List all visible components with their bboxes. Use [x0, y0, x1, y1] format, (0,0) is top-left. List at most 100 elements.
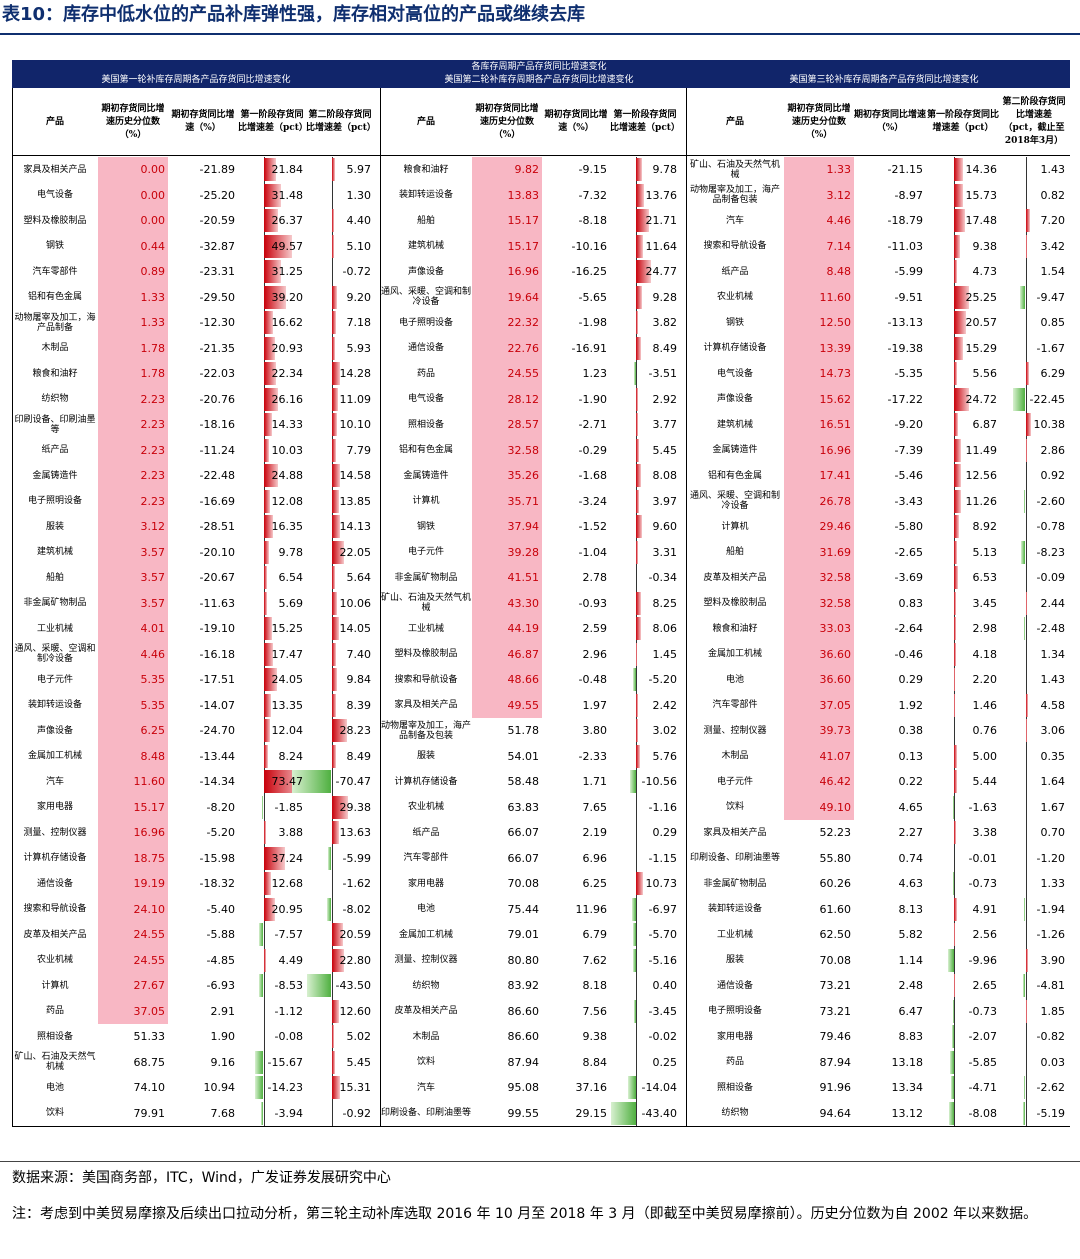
bar-axis [953, 1024, 955, 1050]
product-name: 皮革及相关产品 [703, 572, 767, 583]
percentile-fill [472, 437, 542, 463]
d2-value: -8.02 [342, 902, 371, 916]
product-name: 建筑机械 [36, 547, 73, 558]
table-row: 电气设备 14.73 -5.35 5.56 6.29 [686, 361, 1070, 387]
d1-bar [636, 744, 640, 768]
percentile-value: 91.96 [819, 1081, 852, 1094]
d2-value: 22.05 [339, 545, 372, 559]
percentile-fill [98, 692, 168, 718]
percentile-fill [98, 539, 168, 565]
percentile-value: 66.07 [507, 826, 540, 839]
percentile-value: 4.01 [140, 622, 166, 635]
d1-value: 9.38 [972, 239, 998, 253]
product-name: 通信设备 [716, 980, 753, 991]
yoy-value: -1.90 [578, 392, 607, 406]
yoy-value: 7.62 [582, 953, 608, 967]
percentile-value: 19.19 [133, 877, 166, 890]
d1-bar [262, 999, 264, 1023]
d1-value: 12.68 [271, 877, 304, 890]
percentile-value: 37.94 [507, 520, 540, 533]
table-row: 家具及相关产品 49.55 1.97 2.42 [380, 692, 698, 718]
percentile-fill [472, 310, 542, 336]
d2-bar [331, 209, 334, 232]
table-row: 测量、控制仪器 39.73 0.38 0.76 3.06 [686, 718, 1070, 744]
percentile-fill [472, 590, 542, 616]
product-name: 船舶 [45, 572, 64, 583]
bar-axis [1025, 922, 1027, 948]
yoy-value: -5.99 [894, 265, 923, 278]
percentile-fill [784, 310, 854, 336]
percentile-fill [472, 463, 542, 489]
yoy-value: -13.13 [887, 316, 923, 329]
yoy-value: 13.12 [891, 1106, 924, 1120]
table-row: 服装 54.01 -2.33 5.76 [380, 743, 698, 769]
percentile-fill [472, 233, 542, 259]
table-row: 铝和有色金属 17.41 -5.46 12.56 0.92 [686, 463, 1070, 489]
yoy-value: -19.10 [199, 622, 235, 635]
table-row: 纸产品 8.48 -5.99 4.73 1.54 [686, 259, 1070, 285]
d2-bar [1025, 668, 1027, 691]
percentile-value: 37.05 [133, 1004, 166, 1018]
table-row: 电池 75.44 11.96 -6.97 [380, 896, 698, 922]
bar-axis [636, 845, 638, 871]
d2-value: 10.38 [1033, 418, 1066, 431]
d1-value: 5.44 [972, 775, 998, 788]
d2-value: -2.62 [1036, 1081, 1065, 1094]
d1-value: 2.98 [972, 622, 998, 635]
d1-value: 3.45 [972, 596, 998, 610]
bar-axis [636, 922, 638, 948]
product-name: 木制品 [721, 751, 749, 762]
d1-value: -10.56 [641, 775, 677, 788]
product-name: 汽车零部件 [32, 266, 78, 277]
d2-value: -1.20 [1036, 851, 1065, 865]
d1-bar [947, 948, 954, 972]
percentile-value: 73.21 [819, 979, 852, 992]
product-name: 家具及相关产品 [703, 827, 767, 838]
yoy-value: -5.40 [206, 902, 235, 916]
product-name: 非金属矿物制品 [703, 878, 767, 889]
percentile-value: 4.46 [826, 214, 852, 227]
product-name: 计算机存储设备 [23, 853, 87, 864]
percentile-value: 51.78 [507, 724, 540, 737]
percentile-value: 0.00 [140, 163, 166, 176]
product-name: 建筑机械 [407, 241, 444, 252]
table-title: 表10：库存中低水位的产品补库弹性强，库存相对高位的产品或继续去库 [2, 4, 586, 25]
yoy-value: -29.50 [199, 290, 235, 304]
d1-bar [948, 1101, 954, 1125]
table-row: 金属加工机械 36.60 -0.46 4.18 1.34 [686, 641, 1070, 667]
d1-value: 4.91 [972, 902, 998, 916]
yoy-value: 7.68 [210, 1106, 236, 1120]
d1-value: 15.73 [965, 188, 998, 202]
table-row: 照相设备 51.33 1.90 -0.08 5.02 [12, 1024, 380, 1050]
table-row: 电子元件 46.42 0.22 5.44 1.64 [686, 769, 1070, 795]
percentile-value: 79.91 [133, 1106, 166, 1120]
percentile-value: 33.03 [819, 622, 852, 635]
source-text: 数据来源：美国商务部，ITC，Wind，广发证券发展研究中心 [12, 1170, 391, 1186]
product-name: 纺织物 [41, 394, 69, 405]
yoy-value: -9.15 [578, 163, 607, 176]
table-row: 测量、控制仪器 16.96 -5.20 3.88 13.63 [12, 820, 380, 846]
d2-value: 0.70 [1040, 826, 1066, 839]
d1-value: 5.69 [278, 596, 304, 610]
yoy-value: 9.16 [210, 1055, 236, 1069]
product-name: 电子照明设备 [27, 496, 82, 507]
panel2-title: 美国第二轮补库存周期各产品存货同比增速变化 [444, 75, 634, 85]
d2-bar [1025, 413, 1032, 436]
percentile-value: 31.69 [819, 545, 852, 559]
d2-value: 6.29 [1040, 367, 1066, 380]
d1-value: 21.84 [271, 163, 304, 176]
bar-axis [1025, 896, 1027, 922]
table-row: 通风、采暖、空调和制冷设备 26.78 -3.43 11.26 -2.60 [686, 488, 1070, 514]
d2-value: 13.63 [339, 826, 372, 839]
yoy-value: -21.35 [199, 341, 235, 355]
d1-bar [636, 719, 638, 742]
bar-axis [953, 794, 955, 820]
d1-bar [953, 260, 957, 283]
d1-value: -3.45 [648, 1004, 677, 1018]
percentile-fill [472, 284, 542, 310]
d1-value: -0.02 [648, 1030, 677, 1043]
d1-bar [634, 999, 637, 1023]
yoy-value: -21.15 [887, 163, 923, 176]
column-header-row: 产品 期初存货同比增速历史分位数（%） 期初存货同比增速（%） 第一阶段存货同比增速差… [380, 88, 698, 156]
yoy-value: 6.96 [582, 851, 608, 865]
